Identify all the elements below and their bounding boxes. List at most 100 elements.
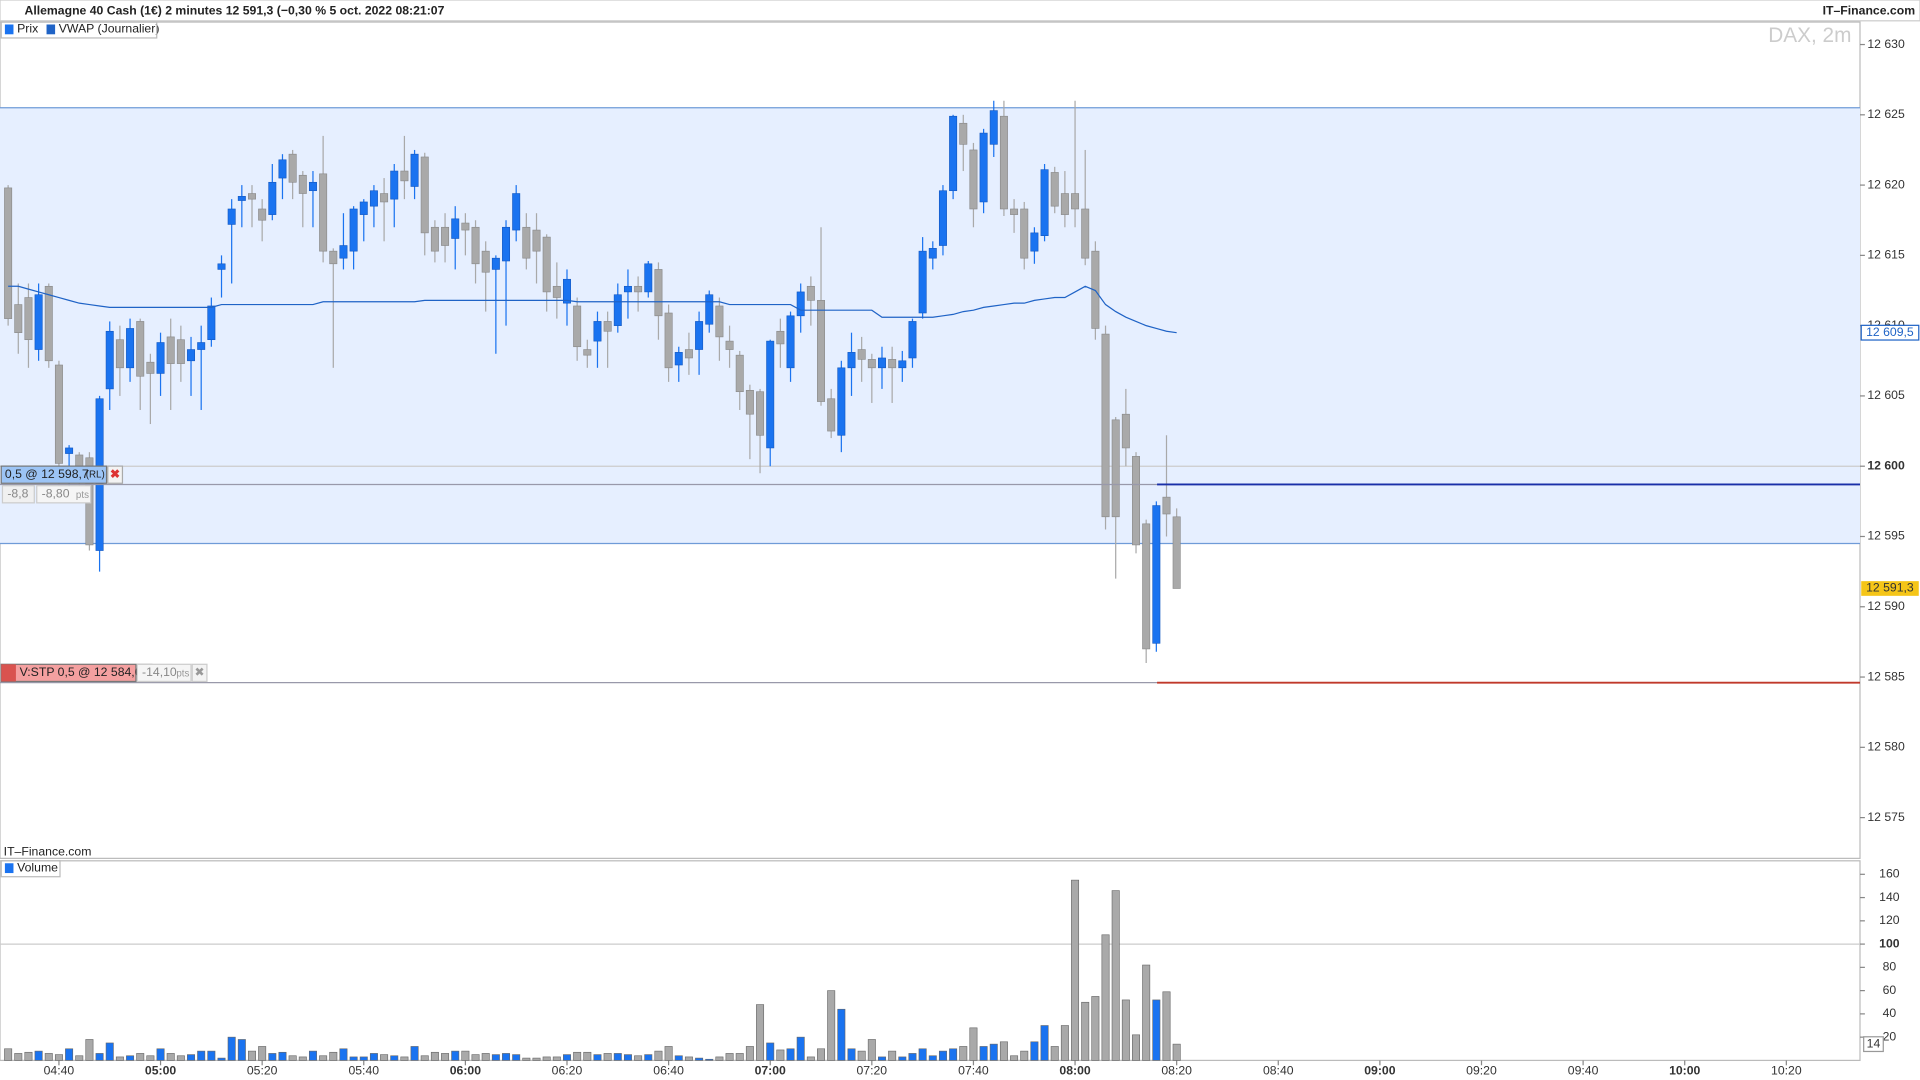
source-label: IT–Finance.com xyxy=(4,844,92,858)
candle-body xyxy=(156,342,165,374)
x-tick-label: 05:00 xyxy=(145,1064,176,1078)
candle-body xyxy=(979,132,988,203)
candle-body xyxy=(583,349,592,356)
candle-body xyxy=(1172,516,1181,589)
volume-bar xyxy=(593,1054,602,1061)
candle-body xyxy=(44,285,53,362)
volume-tick-label: 120 xyxy=(1879,913,1900,927)
legend-frame xyxy=(0,860,61,878)
legend-vwap: VWAP (Journalier) xyxy=(59,22,160,36)
volume-bar xyxy=(441,1053,450,1061)
y-tick-label: 12 585 xyxy=(1867,669,1905,683)
volume-bar xyxy=(1020,1050,1029,1061)
candle-body xyxy=(146,361,155,374)
candle-body xyxy=(248,193,256,200)
volume-bar xyxy=(197,1050,206,1061)
volume-bar xyxy=(664,1046,673,1061)
volume-bar xyxy=(776,1049,785,1061)
candle-body xyxy=(288,153,297,183)
x-tick-label: 08:40 xyxy=(1263,1064,1294,1078)
x-tick-label: 08:20 xyxy=(1161,1064,1192,1078)
volume-bar xyxy=(34,1050,43,1061)
candle-body xyxy=(766,340,775,449)
volume-bar xyxy=(359,1056,368,1061)
candle-body xyxy=(1071,193,1080,210)
candle-body xyxy=(837,367,846,436)
volume-bar xyxy=(471,1054,480,1061)
candle-body xyxy=(136,321,145,377)
y-tick-label: 12 620 xyxy=(1867,177,1905,191)
candle-body xyxy=(420,156,429,234)
candle-body xyxy=(867,359,876,369)
volume-bar xyxy=(938,1050,947,1061)
volume-panel xyxy=(0,860,1861,1062)
volume-bar xyxy=(54,1054,63,1061)
order-tag: (RL) xyxy=(86,469,105,480)
volume-bar xyxy=(75,1055,84,1061)
candle-body xyxy=(268,181,277,215)
candle-body xyxy=(451,218,460,239)
volume-bar xyxy=(410,1046,419,1061)
volume-bar xyxy=(502,1053,511,1061)
candle-body xyxy=(705,294,714,325)
candle-body xyxy=(563,278,571,304)
cancel-icon: ✖ xyxy=(110,467,120,481)
volume-bar xyxy=(888,1050,897,1061)
candle-body xyxy=(969,149,978,210)
cancel-button[interactable] xyxy=(107,465,124,484)
y-tick-label: 12 625 xyxy=(1867,107,1905,121)
volume-bar xyxy=(1010,1055,1019,1061)
pnl-unit: pts xyxy=(176,669,189,680)
volume-bar xyxy=(695,1057,704,1061)
legend-frame xyxy=(0,21,158,39)
volume-bar xyxy=(827,990,836,1061)
volume-bar xyxy=(227,1036,236,1061)
candle-body xyxy=(24,297,33,341)
volume-bar xyxy=(542,1056,551,1061)
volume-bar xyxy=(278,1051,287,1061)
candle-body xyxy=(359,201,368,215)
volume-bar xyxy=(949,1048,958,1061)
volume-bar xyxy=(532,1057,541,1061)
candle-body xyxy=(684,349,693,359)
candle-body xyxy=(217,263,226,270)
candle-body xyxy=(654,269,663,317)
volume-bar xyxy=(837,1008,846,1061)
volume-bar xyxy=(878,1056,886,1061)
volume-bar xyxy=(95,1053,104,1061)
close-button[interactable] xyxy=(191,663,208,683)
volume-bar xyxy=(959,1046,968,1061)
candle-body xyxy=(339,245,348,259)
volume-bar xyxy=(756,1004,765,1061)
candle-body xyxy=(745,389,754,415)
volume-bar xyxy=(613,1053,622,1061)
candle-body xyxy=(878,357,886,369)
volume-bar xyxy=(603,1053,612,1061)
candle-body xyxy=(857,349,866,360)
volume-bar xyxy=(14,1053,23,1061)
volume-bar xyxy=(1101,934,1110,1061)
volume-tick-label: 140 xyxy=(1879,890,1900,904)
volume-bar xyxy=(1132,1034,1140,1061)
candle-body xyxy=(1101,333,1110,518)
candle-body xyxy=(1152,505,1161,644)
volume-bar xyxy=(258,1046,267,1061)
candle-body xyxy=(573,305,582,348)
candle-body xyxy=(817,300,826,402)
candle-body xyxy=(796,291,805,317)
candle-body xyxy=(115,339,124,369)
volume-bar xyxy=(166,1053,175,1061)
volume-bar xyxy=(1162,991,1171,1061)
pnl-unit: pts xyxy=(76,490,89,501)
candle-body xyxy=(756,391,765,436)
volume-bar xyxy=(847,1048,856,1061)
volume-bar xyxy=(745,1046,754,1061)
volume-bar xyxy=(1071,879,1080,1061)
volume-bar xyxy=(654,1050,663,1061)
pnl-pts: -14,10 xyxy=(142,665,177,679)
candle-body xyxy=(908,321,917,359)
volume-bar xyxy=(1152,999,1161,1061)
candle-body xyxy=(1010,208,1019,215)
candle-body xyxy=(928,248,937,259)
